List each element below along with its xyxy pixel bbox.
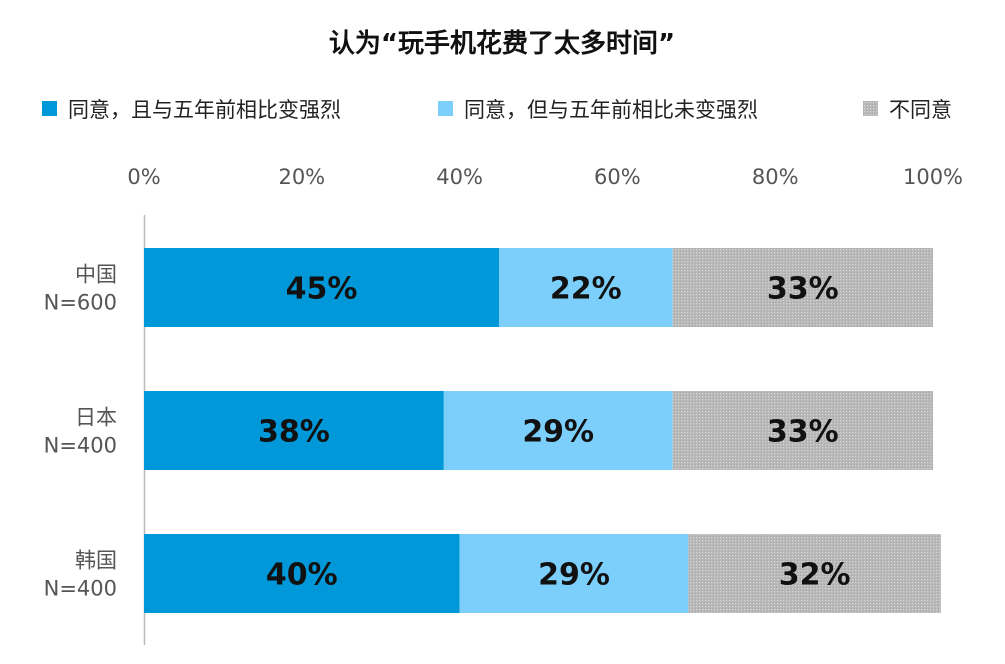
category-label: 中国	[75, 263, 117, 287]
chart-title: 认为“玩手机花费了太多时间”	[329, 29, 675, 59]
data-label: 33%	[767, 272, 839, 307]
legend-swatch-2	[438, 101, 453, 116]
legend-swatch-3	[863, 101, 878, 116]
legend-swatch-1	[42, 101, 57, 116]
legend: 同意，且与五年前相比变强烈 同意，但与五年前相比未变强烈 不同意	[42, 98, 952, 122]
bar-segment	[459, 534, 689, 613]
bar-segment	[688, 534, 941, 613]
data-label: 22%	[550, 272, 622, 307]
x-tick-label: 100%	[903, 165, 963, 189]
x-tick-label: 0%	[127, 165, 160, 189]
bar-segment	[144, 391, 444, 470]
bar-segment	[499, 248, 673, 327]
bar-segment	[144, 534, 460, 613]
legend-label-1: 同意，且与五年前相比变强烈	[68, 98, 341, 122]
bar-segment	[672, 391, 933, 470]
data-label: 38%	[258, 415, 330, 450]
bars: 45% 22% 33% 38% 29% 33% 40% 29% 32%	[144, 248, 941, 613]
category-label: 韩国	[75, 549, 117, 573]
category-sample-size: N=400	[44, 434, 117, 458]
data-label: 45%	[286, 272, 358, 307]
bar-segment	[672, 248, 933, 327]
legend-label-3: 不同意	[889, 98, 952, 122]
bar-segment	[144, 248, 500, 327]
category-sample-size: N=600	[44, 291, 117, 315]
category-label: 日本	[75, 406, 117, 430]
x-tick-label: 40%	[436, 165, 483, 189]
category-labels: 中国 N=600 日本 N=400 韩国 N=400	[44, 263, 117, 601]
data-label: 33%	[767, 415, 839, 450]
x-axis-ticks: 0% 20% 40% 60% 80% 100%	[127, 165, 963, 189]
data-label: 29%	[522, 415, 594, 450]
data-label: 32%	[779, 558, 851, 593]
legend-label-2: 同意，但与五年前相比未变强烈	[464, 98, 758, 122]
data-label: 40%	[266, 558, 338, 593]
x-tick-label: 20%	[278, 165, 325, 189]
category-sample-size: N=400	[44, 577, 117, 601]
data-label: 29%	[538, 558, 610, 593]
x-tick-label: 60%	[594, 165, 641, 189]
bar-segment	[443, 391, 673, 470]
x-tick-label: 80%	[752, 165, 799, 189]
